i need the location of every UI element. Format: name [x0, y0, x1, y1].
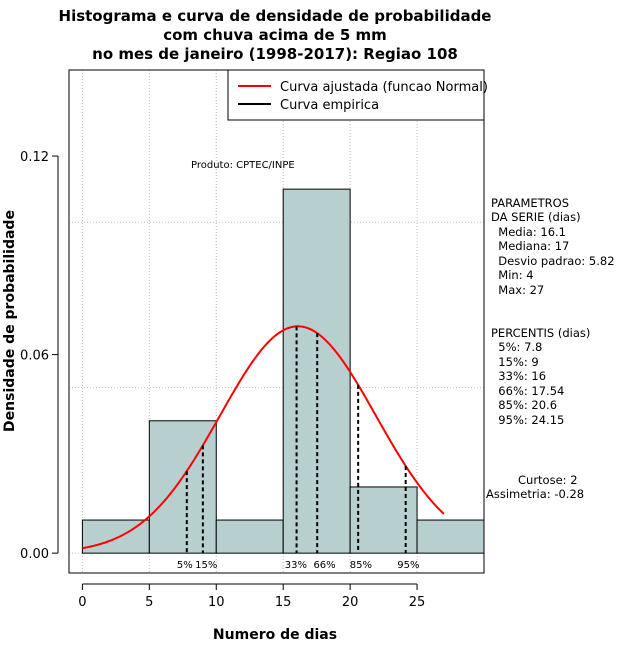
percentile-label: 15%	[195, 560, 217, 571]
percentis-line: 95%: 24.15	[491, 413, 564, 427]
y-axis: 0.00 0.06 0.12	[20, 150, 59, 562]
y-tick-label: 0.06	[20, 349, 49, 364]
assimetria-label: Assimetria: -0.28	[486, 487, 584, 501]
histogram-bar	[416, 519, 485, 554]
chart-title-line-1: Histograma e curva de densidade de proba…	[59, 7, 492, 25]
x-axis: 0 5 10 15 20 25	[78, 583, 426, 610]
percentile-label: 85%	[350, 560, 372, 571]
parametros-line: Mediana: 17	[491, 239, 569, 253]
x-tick-label: 15	[275, 595, 292, 610]
x-tick-label: 10	[208, 595, 225, 610]
normal-curve-line	[82, 325, 445, 550]
legend-box	[227, 69, 485, 121]
y-tick-label: 0.00	[20, 547, 49, 562]
legend-label-fitted: Curva ajustada (funcao Normal)	[280, 80, 488, 95]
histogram-bar	[215, 519, 284, 554]
legend: Curva ajustada (funcao Normal) Curva emp…	[227, 69, 488, 121]
percentis-line: PERCENTIS (dias)	[491, 326, 590, 340]
plot-frame	[68, 69, 485, 574]
x-tick-label: 25	[409, 595, 426, 610]
legend-label-empirical: Curva empirica	[280, 98, 379, 113]
histogram-bars	[81, 188, 485, 554]
percentile-label: 33%	[285, 560, 307, 571]
parametros-line: Max: 27	[491, 283, 544, 297]
percentis-panel: PERCENTIS (dias) 5%: 7.8 15%: 9 33%: 16 …	[491, 326, 590, 427]
parametros-line: PARAMETROS	[491, 196, 569, 210]
parametros-line: DA SERIE (dias)	[491, 210, 581, 224]
x-axis-label: Numero de dias	[213, 627, 337, 643]
parametros-line: Desvio padrao: 5.82	[491, 254, 615, 268]
histogram-bar	[349, 486, 418, 554]
percentis-line: 85%: 20.6	[491, 398, 557, 412]
normal-curve-group	[82, 325, 445, 550]
x-tick-label: 5	[145, 595, 153, 610]
curtose-label: Curtose: 2	[518, 473, 578, 487]
percentis-line: 66%: 17.54	[491, 384, 564, 398]
parametros-line: Min: 4	[491, 268, 534, 282]
percentis-line: 33%: 16	[491, 369, 546, 383]
y-tick-label: 0.12	[20, 150, 49, 165]
y-axis-label: Densidade de probabilidade	[2, 210, 18, 432]
percentile-label: 95%	[397, 560, 419, 571]
percentile-markers: 5% 15% 33% 66% 85% 95%	[177, 326, 419, 571]
grid-lines	[69, 70, 484, 573]
product-label: Produto: CPTEC/INPE	[191, 160, 295, 171]
parametros-line: Media: 16.1	[491, 225, 566, 239]
percentis-line: 15%: 9	[491, 355, 539, 369]
x-tick-label: 20	[342, 595, 359, 610]
percentile-label: 66%	[313, 560, 335, 571]
x-tick-label: 0	[78, 595, 86, 610]
chart-title-line-3: no mes de janeiro (1998-2017): Regiao 10…	[92, 45, 458, 63]
chart-title-line-2: com chuva acima de 5 mm	[163, 26, 387, 44]
percentile-label: 5%	[177, 560, 193, 571]
parametros-panel: PARAMETROS DA SERIE (dias) Media: 16.1 M…	[491, 196, 615, 297]
percentis-line: 5%: 7.8	[491, 340, 542, 354]
